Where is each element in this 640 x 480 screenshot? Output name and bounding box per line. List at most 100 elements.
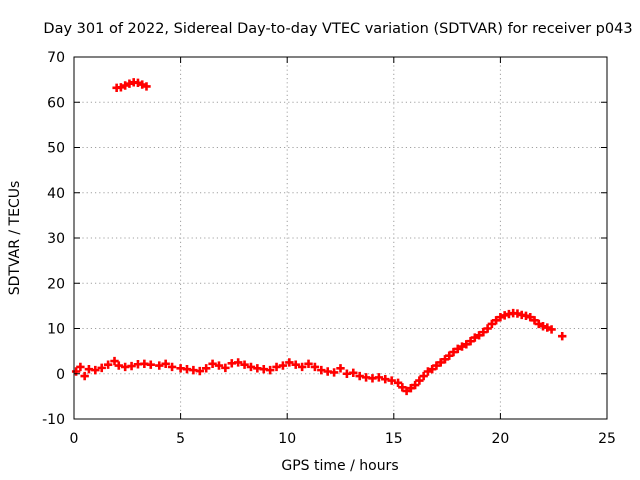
data-point <box>76 362 85 372</box>
data-point <box>221 363 230 373</box>
data-point <box>155 361 164 370</box>
data-point <box>534 319 543 329</box>
data-point <box>558 331 567 341</box>
data-point <box>97 363 106 373</box>
data-point <box>381 374 390 384</box>
data-point <box>138 80 147 89</box>
data-point <box>265 365 275 375</box>
data-point <box>103 360 113 369</box>
data-point <box>453 344 462 354</box>
data-point <box>214 361 224 370</box>
data-point <box>278 361 288 370</box>
y-tick-label: 50 <box>47 141 65 157</box>
data-point <box>474 331 484 340</box>
data-point <box>466 336 475 346</box>
y-tick-label: 70 <box>47 50 65 66</box>
data-point <box>310 362 320 372</box>
data-point <box>297 362 307 372</box>
data-points <box>71 78 567 396</box>
data-point <box>142 82 151 91</box>
data-point <box>329 368 339 377</box>
data-point <box>285 358 294 367</box>
data-point <box>233 358 243 367</box>
data-point <box>201 364 211 373</box>
data-point <box>246 362 256 372</box>
y-tick-label: 40 <box>47 186 65 202</box>
data-point <box>208 359 217 368</box>
data-point <box>114 361 123 370</box>
data-point <box>530 316 539 325</box>
x-tick-label: 5 <box>176 431 185 447</box>
data-point <box>423 367 433 376</box>
x-tick-label: 15 <box>385 431 403 447</box>
data-point <box>402 386 411 396</box>
data-point <box>440 355 450 364</box>
x-tick-label: 10 <box>278 431 296 447</box>
data-point <box>393 378 403 387</box>
data-point <box>80 371 89 381</box>
data-point <box>161 359 170 368</box>
data-point <box>538 322 548 331</box>
data-point <box>410 380 420 390</box>
x-tick-label: 0 <box>70 431 79 447</box>
data-point <box>349 368 358 378</box>
data-point <box>436 358 445 367</box>
data-point <box>336 364 345 373</box>
y-axis-label: SDTVAR / TECUs <box>7 181 23 296</box>
data-point <box>116 83 126 92</box>
grid-lines <box>74 57 607 419</box>
data-point <box>432 361 441 370</box>
chart-title: Day 301 of 2022, Sidereal Day-to-day VTE… <box>43 21 632 37</box>
data-point <box>125 79 134 88</box>
y-tick-label: 0 <box>56 367 65 383</box>
data-point <box>406 384 416 393</box>
data-point <box>398 383 407 392</box>
data-point <box>470 333 480 342</box>
data-point <box>496 312 505 322</box>
data-point <box>120 81 130 90</box>
data-point <box>521 311 531 321</box>
data-point <box>374 373 384 382</box>
data-point <box>272 362 281 372</box>
data-point <box>491 316 501 325</box>
data-point <box>133 78 143 87</box>
data-point <box>500 311 509 320</box>
data-point <box>513 309 522 318</box>
data-point <box>419 371 428 381</box>
data-point <box>483 324 492 333</box>
data-point <box>195 366 204 376</box>
data-point <box>291 360 300 369</box>
y-tick-label: -10 <box>42 412 65 428</box>
y-tick-label: 60 <box>47 95 65 111</box>
data-point <box>415 376 424 385</box>
data-point <box>240 360 249 369</box>
y-tick-label: 10 <box>47 322 65 338</box>
data-point <box>304 359 313 368</box>
data-point <box>387 376 396 385</box>
data-point <box>487 319 497 329</box>
data-point <box>547 325 556 334</box>
data-point <box>110 356 119 366</box>
data-point <box>71 367 81 376</box>
y-tick-label: 20 <box>47 276 65 292</box>
y-tick-label: 30 <box>47 231 65 247</box>
data-point <box>127 361 136 371</box>
data-point <box>526 312 535 322</box>
data-point <box>449 347 458 357</box>
data-point <box>445 351 454 360</box>
data-point <box>317 365 326 375</box>
data-point <box>167 362 177 372</box>
data-point <box>479 327 488 337</box>
data-point <box>427 365 437 374</box>
data-point <box>146 360 155 369</box>
axes: 0 5 10 15 20 25 -10 0 10 20 30 40 50 60 70 <box>42 50 616 447</box>
data-point <box>355 371 364 381</box>
data-point <box>91 365 100 375</box>
plot-frame <box>73 56 608 420</box>
x-tick-label: 20 <box>491 431 509 447</box>
data-point <box>462 340 471 349</box>
data-point <box>543 323 552 332</box>
x-axis-label: GPS time / hours <box>281 458 398 474</box>
